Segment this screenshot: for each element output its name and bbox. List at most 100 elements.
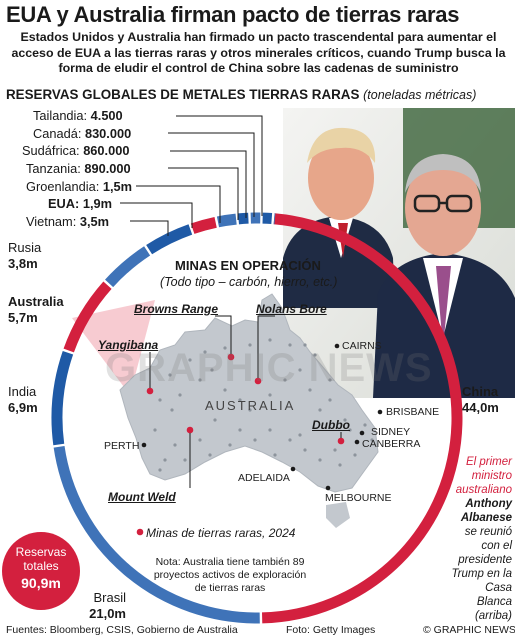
operating-mine-dot — [343, 418, 347, 422]
ring-segment-china — [261, 213, 463, 624]
operating-mine-dot — [370, 438, 374, 442]
country-australia: Australia 5,7m — [8, 294, 64, 325]
operating-mine-dot — [328, 398, 332, 402]
country-china: China 44,0m — [462, 384, 499, 415]
operating-mine-dot — [170, 408, 174, 412]
australia-map — [119, 293, 379, 528]
city-canberra: CANBERRA — [362, 438, 421, 450]
country-vietnam: Vietnam: 3,5m — [26, 214, 110, 229]
operating-mine-dot — [248, 408, 252, 412]
ring-segment-brasil — [53, 446, 260, 624]
operating-mine-dot — [158, 398, 162, 402]
operating-mine-dot — [288, 343, 292, 347]
ring-segment-india — [51, 350, 74, 446]
operating-mine-dots — [153, 338, 374, 472]
operating-mine-dot — [223, 388, 227, 392]
australia-map-label: AUSTRALIA — [205, 398, 296, 413]
operating-mine-dot — [273, 453, 277, 457]
city-melbourne: MELBOURNE — [325, 492, 392, 504]
country-rusia: Rusia 3,8m — [8, 240, 42, 271]
city-dot-perth — [141, 442, 147, 448]
operating-mine-dot — [333, 448, 337, 452]
operating-mine-dot — [288, 438, 292, 442]
site-dubbo: Dubbo — [312, 418, 350, 432]
operating-mine-dot — [308, 388, 312, 392]
leaders-photo — [283, 108, 515, 398]
operating-mine-dot — [348, 428, 352, 432]
operating-mine-dot — [158, 468, 162, 472]
city-perth: PERTH — [104, 440, 140, 452]
operating-mine-dot — [248, 343, 252, 347]
mines-legend: Minas de tierras raras, 2024 — [136, 526, 295, 540]
operating-mine-dot — [213, 418, 217, 422]
reserves-heading-text: RESERVAS GLOBALES DE METALES TIERRAS RAR… — [6, 87, 360, 102]
operating-mine-dot — [203, 350, 207, 354]
operating-mine-dot — [318, 458, 322, 462]
city-sydney: SIDNEY — [371, 426, 411, 438]
operating-mine-dot — [173, 443, 177, 447]
intro-text: Estados Unidos y Australia han firmado u… — [11, 30, 506, 75]
operating-mine-dot — [210, 368, 214, 372]
photo-caption: El primer ministro australiano Anthony A… — [450, 455, 512, 623]
city-cairns: CAIRNS — [342, 340, 382, 352]
operating-mine-dot — [238, 428, 242, 432]
operating-mine-dot — [208, 453, 212, 457]
ring-segment-rusia — [105, 246, 151, 288]
australia-highlight-wedge — [72, 300, 155, 395]
city-dot-melbourne — [325, 485, 331, 491]
ring-segment-groenlandia — [216, 213, 237, 228]
city-brisbane: BRISBANE — [386, 406, 440, 418]
operating-mine-dot — [168, 373, 172, 377]
total-reserves-value: 90,9m — [21, 575, 61, 591]
operating-mine-dot — [268, 338, 272, 342]
country-brasil: Brasil 21,0m — [89, 590, 126, 621]
photo-credit: Foto: Getty Images — [286, 624, 376, 636]
mines-legend-text: Minas de tierras raras, 2024 — [146, 526, 296, 540]
mine-yangibana — [146, 387, 154, 395]
operating-mine-dot — [163, 458, 167, 462]
copyright: © GRAPHIC NEWS — [423, 624, 515, 636]
ring-segment-australia — [63, 281, 112, 353]
caption-name: Anthony Albanese — [460, 498, 512, 524]
operating-mine-dot — [253, 438, 257, 442]
operating-mine-dot — [283, 378, 287, 382]
mines-title: MINAS EN OPERACIÓN — [175, 258, 321, 273]
ring-segment-eua — [190, 216, 217, 234]
operating-mine-dot — [223, 346, 227, 350]
operating-mine-dot — [188, 358, 192, 362]
operating-mine-dot — [198, 378, 202, 382]
country-eua: EUA: 1,9m — [48, 196, 113, 211]
total-reserves-bubble: Reservas totales 90,9m — [2, 532, 80, 610]
watermark: GRAPHIC NEWS — [105, 346, 433, 390]
operating-mine-dot — [338, 463, 342, 467]
mine-browns-range — [227, 353, 235, 361]
ring-arcs — [51, 212, 463, 624]
site-browns-range: Browns Range — [134, 302, 219, 316]
operating-mine-dot — [303, 448, 307, 452]
trump-figure — [283, 127, 395, 308]
operating-mine-dot — [318, 408, 322, 412]
legend-dot-marker — [136, 528, 144, 536]
operating-mine-dot — [153, 428, 157, 432]
country-canada: Canadá: 830.000 — [33, 126, 132, 141]
operating-mine-dot — [298, 433, 302, 437]
city-dot-adelaide — [290, 466, 296, 472]
mine-mount-weld — [186, 426, 194, 434]
operating-mine-dot — [268, 393, 272, 397]
operating-mine-dot — [353, 453, 357, 457]
country-india: India 6,9m — [8, 384, 38, 415]
country-sudafrica: Sudáfrica: 860.000 — [22, 143, 130, 158]
exploration-note: Nota: Australia tiene también 89 proyect… — [153, 556, 307, 594]
mine-dubbo — [337, 437, 345, 445]
reserves-heading: RESERVAS GLOBALES DE METALES TIERRAS RAR… — [6, 87, 476, 102]
operating-mine-dot — [268, 428, 272, 432]
caption-line3: (arriba) — [474, 610, 512, 622]
country-groenlandia: Groenlandia: 1,5m — [26, 179, 133, 194]
total-reserves-label: Reservas totales — [15, 545, 67, 573]
operating-mine-dot — [238, 398, 242, 402]
country-tanzania: Tanzania: 890.000 — [26, 161, 131, 176]
operating-mine-dot — [183, 458, 187, 462]
operating-mine-dot — [228, 443, 232, 447]
site-nolans-bore: Nolans Bore — [256, 302, 327, 316]
